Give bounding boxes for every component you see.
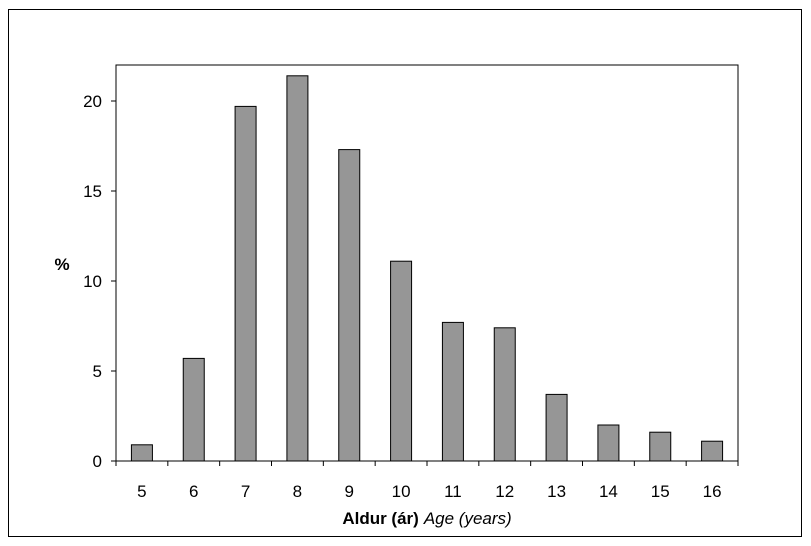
x-tick-label-15: 15 bbox=[651, 482, 670, 501]
bar-8 bbox=[286, 75, 309, 462]
bar-5 bbox=[130, 444, 153, 462]
y-axis: 0 5 10 15 20 bbox=[83, 92, 116, 471]
bar-11 bbox=[441, 321, 464, 462]
x-tick-label-16: 16 bbox=[703, 482, 722, 501]
y-tick-label-0: 0 bbox=[93, 452, 102, 471]
x-tick-label-6: 6 bbox=[189, 482, 198, 501]
bars bbox=[130, 75, 724, 462]
x-axis-label: Aldur (ár) Age (years) bbox=[342, 509, 511, 528]
y-axis-label: % bbox=[54, 255, 69, 274]
x-tick-label-5: 5 bbox=[137, 482, 146, 501]
x-axis: 5 6 7 8 9 10 11 12 13 14 15 16 bbox=[115, 461, 739, 501]
x-axis-label-bold: Aldur (ár) bbox=[342, 509, 419, 528]
y-tick-label-20: 20 bbox=[83, 92, 102, 111]
bar-13 bbox=[545, 393, 568, 462]
x-tick-label-10: 10 bbox=[392, 482, 411, 501]
x-tick-label-7: 7 bbox=[241, 482, 250, 501]
y-tick-label-10: 10 bbox=[83, 272, 102, 291]
y-tick-label-5: 5 bbox=[93, 362, 102, 381]
bar-9 bbox=[338, 149, 361, 462]
bar-10 bbox=[390, 260, 413, 462]
bar-7 bbox=[234, 105, 257, 462]
x-tick-label-13: 13 bbox=[547, 482, 566, 501]
bar-16 bbox=[701, 440, 724, 462]
bar-14 bbox=[597, 424, 620, 462]
bar-15 bbox=[649, 431, 672, 462]
x-tick-label-12: 12 bbox=[495, 482, 514, 501]
x-tick-label-9: 9 bbox=[345, 482, 354, 501]
y-tick-label-15: 15 bbox=[83, 182, 102, 201]
x-tick-label-8: 8 bbox=[293, 482, 302, 501]
bar-12 bbox=[493, 327, 516, 462]
bar-6 bbox=[182, 357, 205, 462]
x-tick-label-14: 14 bbox=[599, 482, 618, 501]
x-axis-label-italic: Age (years) bbox=[423, 509, 512, 528]
plot-area bbox=[115, 64, 739, 462]
x-tick-label-11: 11 bbox=[444, 482, 462, 501]
